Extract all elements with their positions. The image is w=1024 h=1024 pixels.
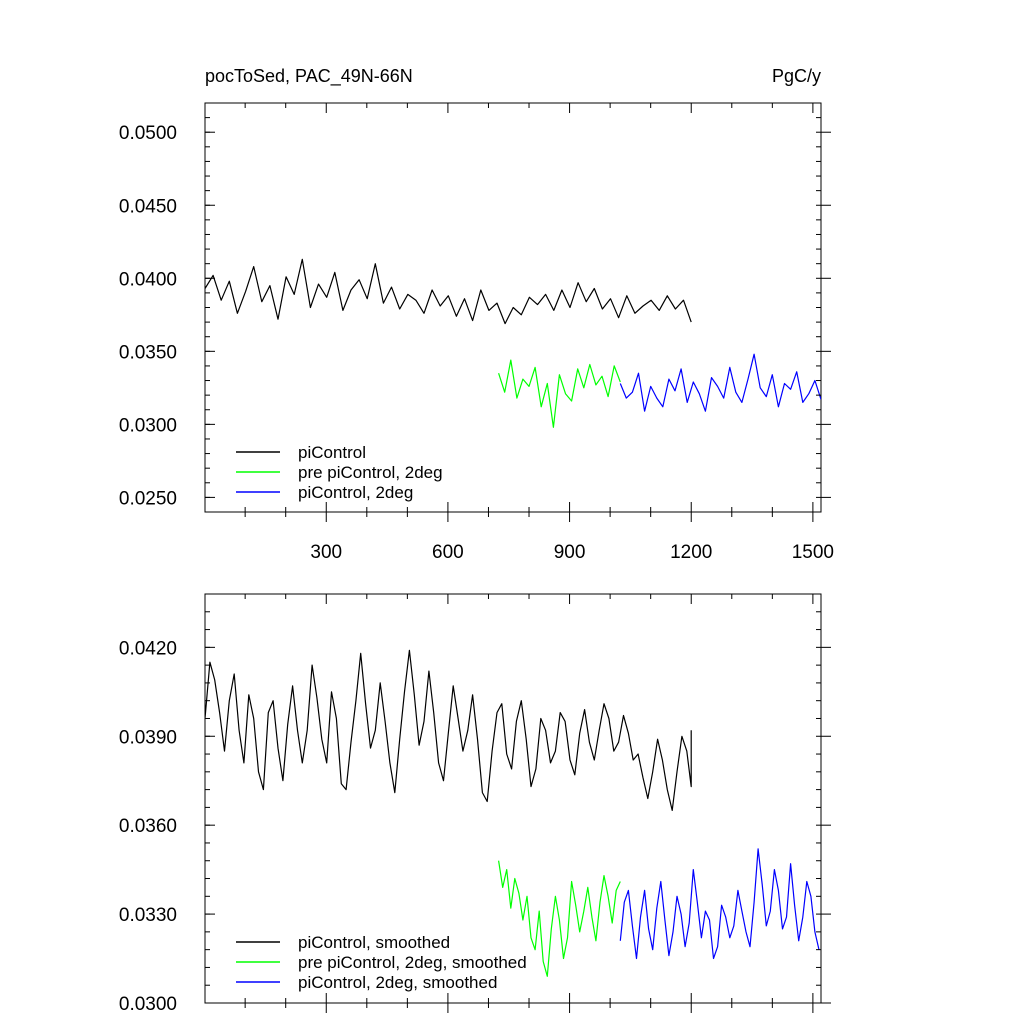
y-tick-label: 0.0390 [119, 727, 177, 748]
legend-label: pre piControl, 2deg, smoothed [298, 953, 527, 972]
y-tick-label: 0.0300 [119, 994, 177, 1015]
series-line-0 [205, 649, 692, 812]
legend-label: piControl, 2deg [298, 483, 413, 502]
top-panel-units: PgC/y [772, 66, 821, 86]
series-line-1 [498, 359, 621, 428]
bottom-panel: 0.0300 0.0330 0.0360 0.0390 0.0420 piControl,… [119, 593, 831, 1015]
series-line-0 [205, 258, 692, 325]
legend-label: piControl [298, 443, 366, 462]
y-tick-label: 0.0500 [119, 123, 177, 144]
x-tick-label: 900 [554, 542, 586, 563]
x-tick-label: 600 [432, 542, 464, 563]
legend-label: piControl, smoothed [298, 933, 450, 952]
legend-label: piControl, 2deg, smoothed [298, 973, 497, 992]
y-tick-label: 0.0350 [119, 342, 177, 363]
series-line-1 [498, 860, 621, 977]
plot-frame [204, 593, 822, 1004]
series-line-2 [619, 848, 820, 960]
legend-label: pre piControl, 2deg [298, 463, 443, 482]
x-tick-label: 1500 [792, 542, 834, 563]
y-tick-label: 0.0450 [119, 196, 177, 217]
y-tick-label: 0.0360 [119, 816, 177, 837]
series-line-2 [619, 353, 821, 412]
y-tick-label: 0.0250 [119, 488, 177, 509]
y-tick-label: 0.0400 [119, 269, 177, 290]
x-tick-label: 1200 [670, 542, 712, 563]
y-tick-label: 0.0300 [119, 415, 177, 436]
y-tick-label: 0.0330 [119, 905, 177, 926]
y-tick-label: 0.0420 [119, 638, 177, 659]
top-panel: pocToSed, PAC_49N-66N PgC/y 300 600 900 120… [119, 66, 834, 563]
top-panel-title: pocToSed, PAC_49N-66N [205, 66, 413, 87]
x-tick-label: 300 [310, 542, 342, 563]
